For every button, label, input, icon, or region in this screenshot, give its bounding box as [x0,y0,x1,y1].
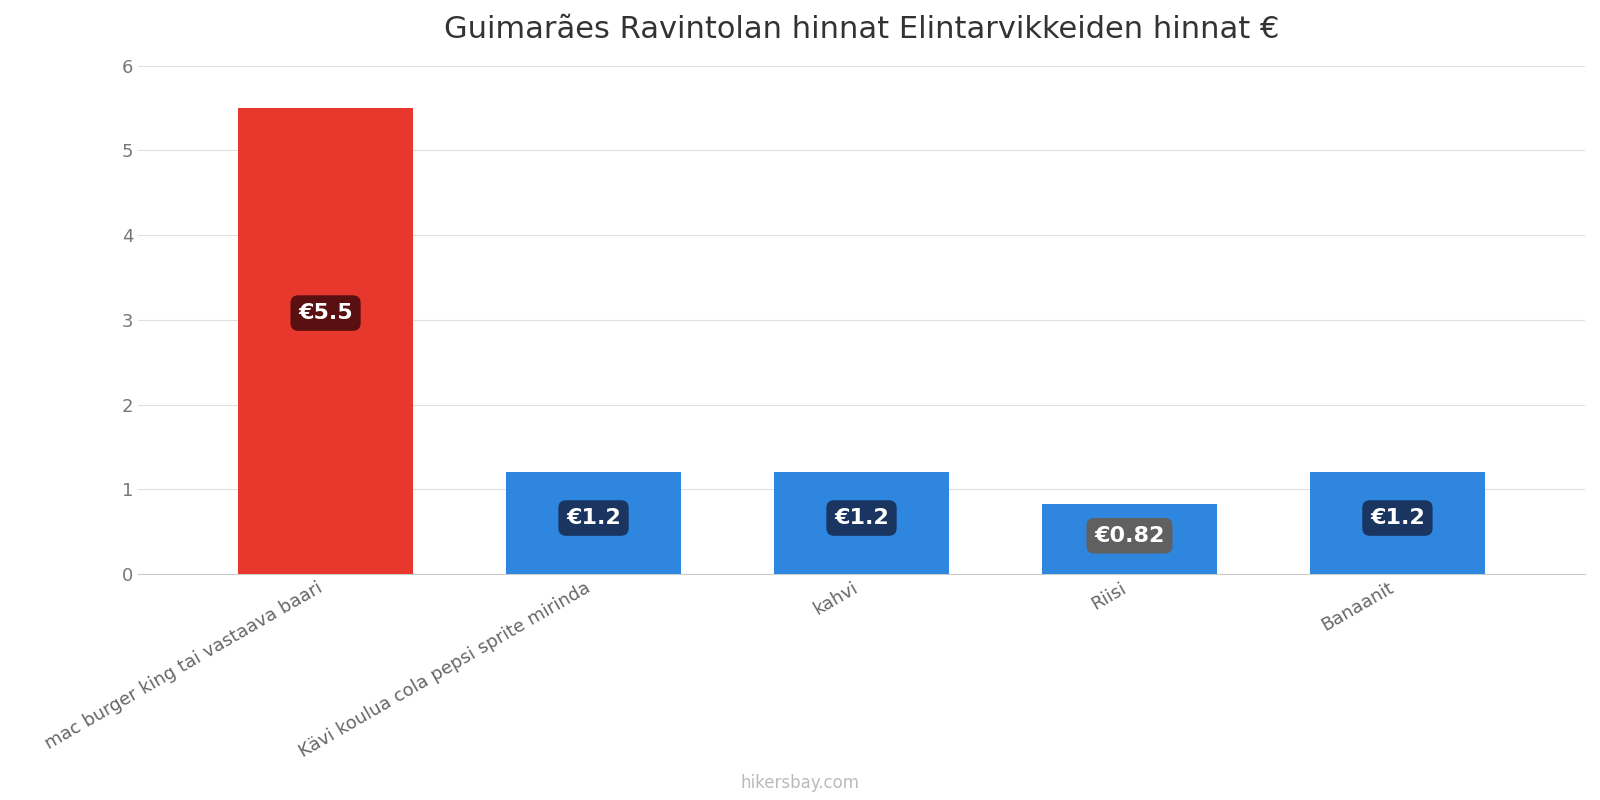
Bar [507,472,680,574]
Text: €5.5: €5.5 [298,303,354,323]
Text: €0.82: €0.82 [1094,526,1165,546]
Text: €1.2: €1.2 [566,508,621,528]
Text: hikersbay.com: hikersbay.com [741,774,859,792]
Title: Guimarães Ravintolan hinnat Elintarvikkeiden hinnat €: Guimarães Ravintolan hinnat Elintarvikke… [443,15,1278,44]
Text: €1.2: €1.2 [834,508,890,528]
Bar [1310,472,1485,574]
Text: €1.2: €1.2 [1370,508,1426,528]
Bar [1042,505,1216,574]
Bar [774,472,949,574]
Bar [238,108,413,574]
